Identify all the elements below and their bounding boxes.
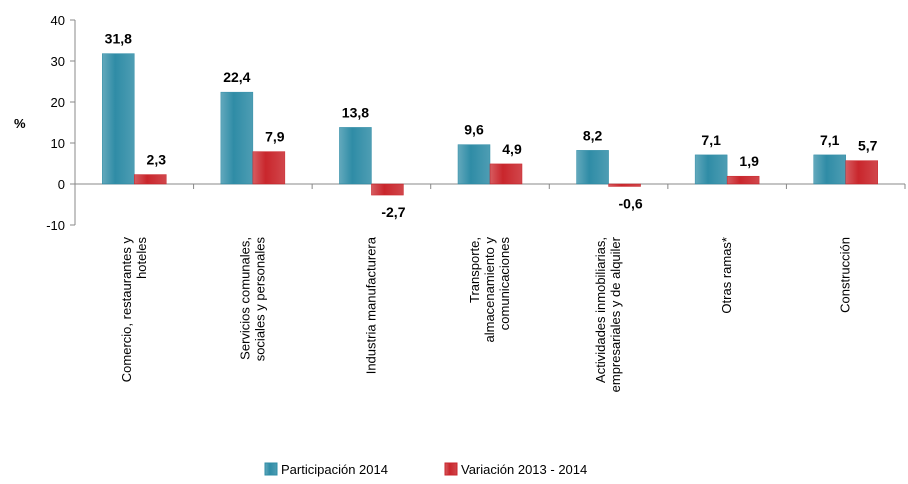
value-label: -0,6 bbox=[619, 195, 643, 211]
value-label: 7,9 bbox=[265, 129, 285, 145]
x-tick-label: Servicios comunales,sociales y personale… bbox=[237, 237, 267, 362]
bar bbox=[220, 91, 254, 185]
value-label: 4,9 bbox=[502, 141, 522, 157]
bar bbox=[845, 160, 878, 185]
x-tick-label: Industria manufacturera bbox=[363, 236, 378, 374]
y-axis-label: % bbox=[14, 116, 26, 131]
value-label: 31,8 bbox=[105, 31, 132, 47]
value-label: -2,7 bbox=[381, 204, 405, 220]
value-label: 9,6 bbox=[464, 122, 484, 138]
bar bbox=[371, 183, 404, 196]
bar bbox=[726, 175, 760, 185]
legend-label: Participación 2014 bbox=[281, 462, 388, 477]
y-tick-label: 20 bbox=[51, 95, 65, 110]
bar bbox=[252, 151, 286, 185]
y-tick-label: 10 bbox=[51, 136, 65, 151]
bar bbox=[576, 150, 609, 185]
y-tick-label: 40 bbox=[51, 13, 65, 28]
y-tick-label: 30 bbox=[51, 54, 65, 69]
value-label: 7,1 bbox=[820, 132, 840, 148]
value-label: 1,9 bbox=[739, 153, 759, 169]
value-label: 5,7 bbox=[858, 138, 878, 154]
legend-swatch bbox=[264, 462, 278, 476]
y-tick-label: 0 bbox=[58, 177, 65, 192]
bar bbox=[489, 163, 523, 185]
legend-label: Variación 2013 - 2014 bbox=[461, 462, 587, 477]
x-tick-label: Comercio, restaurantes yhoteles bbox=[119, 237, 149, 383]
legend-swatch bbox=[444, 462, 458, 476]
value-label: 13,8 bbox=[342, 104, 369, 120]
bar bbox=[134, 174, 167, 185]
x-tick-label: Otras ramas* bbox=[719, 237, 734, 314]
value-label: 22,4 bbox=[223, 69, 250, 85]
x-tick-label: Construcción bbox=[838, 237, 853, 313]
value-label: 7,1 bbox=[701, 132, 721, 148]
bar bbox=[339, 127, 372, 185]
value-label: 2,3 bbox=[147, 152, 167, 168]
x-tick-label: Actividades inmobiliarias,empresariales … bbox=[593, 236, 623, 392]
x-tick-label: Transporte,almacenamiento ycomunicacione… bbox=[467, 237, 512, 343]
bar bbox=[694, 154, 728, 185]
y-tick-label: -10 bbox=[46, 218, 65, 233]
bar bbox=[608, 183, 641, 187]
value-label: 8,2 bbox=[583, 127, 603, 143]
bar bbox=[102, 53, 135, 185]
bar bbox=[813, 154, 846, 185]
bar bbox=[457, 144, 491, 185]
